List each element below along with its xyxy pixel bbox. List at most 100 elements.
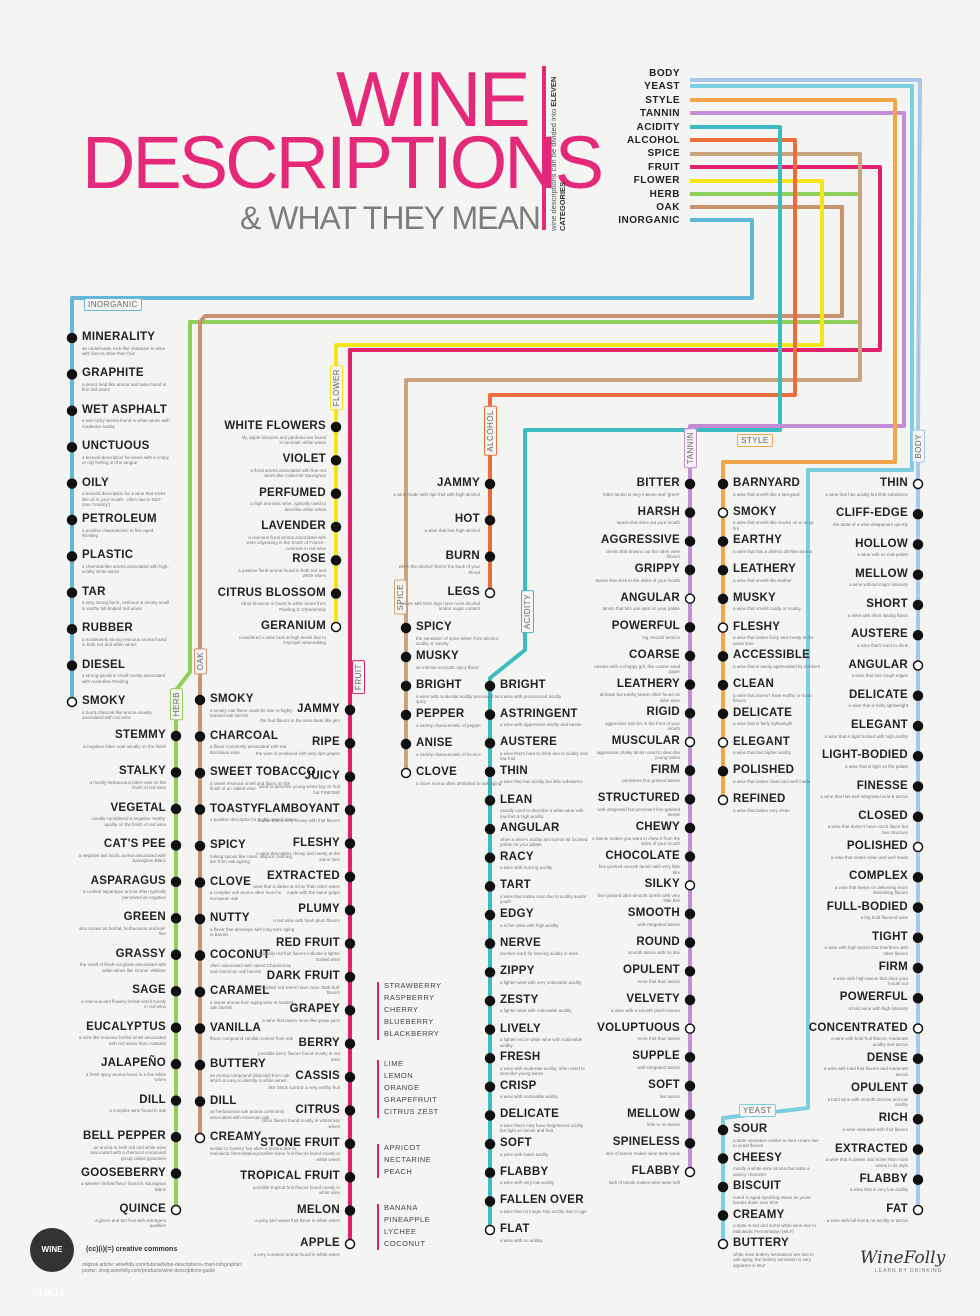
tannin-station[interactable]: POWERFUL big smooth tannins (592, 621, 680, 640)
oak-station[interactable]: COCONUT often associated with oaked Chard… (210, 949, 298, 975)
spice-station-dot[interactable] (400, 622, 412, 634)
tannin-station[interactable]: VOLUPTUOUS more fruit than tannin (592, 1022, 680, 1042)
flower-station[interactable]: LAVENDER a resinous floral aroma associat… (238, 520, 326, 551)
inorganic-station[interactable]: RUBBER a moderately strong resinous aroma… (82, 622, 170, 648)
inorganic-station-dot[interactable] (66, 660, 78, 671)
body-station-dot[interactable] (912, 1023, 924, 1034)
fruit-station-dot[interactable] (344, 838, 356, 849)
acidity-station[interactable]: THIN a wine that has acidity but little s… (500, 765, 588, 785)
inorganic-station-dot[interactable] (66, 478, 78, 489)
style-station-dot[interactable] (717, 478, 729, 490)
acidity-station-dot[interactable] (484, 1081, 496, 1093)
oak-station-dot[interactable] (194, 986, 206, 998)
style-station[interactable]: LEATHERY a wine that smells like leather (733, 563, 821, 583)
acidity-station[interactable]: LIVELY a lighter red or white wine with n… (500, 1023, 588, 1049)
acidity-station-dot[interactable] (484, 795, 496, 806)
style-station-dot[interactable] (717, 593, 729, 605)
acidity-station-dot[interactable] (484, 1224, 496, 1236)
tannin-station[interactable]: ANGULAR tannin that hits one spot on your… (592, 592, 680, 612)
body-station-dot[interactable] (912, 1053, 924, 1064)
inorganic-station[interactable]: SMOKY a burnt charcoal-like aroma usually… (82, 695, 170, 721)
body-station[interactable]: FINESSE a wine that has well integrated a… (820, 780, 908, 800)
tannin-station[interactable]: VELVETY a wine with a smooth plush textur… (592, 993, 680, 1013)
style-station-dot[interactable] (717, 622, 729, 633)
acidity-station[interactable]: RACY a wine with bracing acidity (500, 851, 588, 871)
style-station-dot[interactable] (717, 679, 729, 691)
oak-station-dot[interactable] (194, 913, 206, 925)
body-station-dot[interactable] (912, 690, 924, 701)
tannin-station-dot[interactable] (684, 507, 696, 518)
spice-station-dot[interactable] (400, 767, 412, 779)
body-station-dot[interactable] (912, 841, 924, 853)
acidity-station[interactable]: EDGY a richer wine with high acidity (500, 908, 588, 928)
tannin-station-dot[interactable] (684, 937, 696, 948)
oak-station-dot[interactable] (194, 767, 206, 779)
body-station[interactable]: POLISHED a wine that tastes clean and wel… (820, 840, 908, 860)
fruit-station-dot[interactable] (344, 738, 356, 749)
acidity-station[interactable]: BRIGHT a wine with pronounced acidity (500, 679, 588, 699)
body-station-dot[interactable] (912, 1083, 924, 1095)
spice-station[interactable]: PEPPER a variety characteristic of pepper (416, 708, 504, 728)
tannin-station[interactable]: MUSCULAR aggressive chalky tannin used to… (592, 735, 680, 761)
inorganic-station-dot[interactable] (66, 405, 78, 417)
style-station[interactable]: SMOKY a wine that smells like smoke on a … (733, 506, 821, 532)
spice-station-dot[interactable] (400, 680, 412, 692)
herb-station[interactable]: EUCALYPTUS a mint-like resinous herbal sm… (78, 1021, 166, 1047)
herb-station[interactable]: SAGE a resinous and flowery herbal smell … (78, 984, 166, 1010)
body-station[interactable]: EXTRACTED a wine that is darker and riche… (820, 1143, 908, 1169)
herb-station-dot[interactable] (170, 913, 182, 924)
herb-station[interactable]: CAT'S PEE a negative tart acidic aroma as… (78, 839, 166, 864)
inorganic-station-dot[interactable] (66, 332, 78, 344)
style-station[interactable]: ACCESSIBLE a wine that is easily apprecia… (733, 650, 821, 669)
style-station-dot[interactable] (717, 564, 729, 576)
spice-station-dot[interactable] (400, 651, 412, 663)
flower-station[interactable]: CITRUS BLOSSOM citrus blossom is found in… (218, 587, 326, 613)
tannin-station[interactable]: RIGID aggressive tannins in the front of … (592, 707, 680, 732)
herb-station[interactable]: GREEN also known as herbal, herbaceous an… (78, 912, 166, 937)
fruit-station-dot[interactable] (344, 771, 356, 782)
spice-station[interactable]: MUSKY an intense aromatic spicy flavor (416, 650, 504, 670)
fruit-station[interactable]: APPLE a very common aroma found in white … (252, 1237, 340, 1257)
flower-station-dot[interactable] (330, 521, 342, 533)
style-station[interactable]: EARTHY a wine that has a distinct dirt-li… (733, 535, 821, 554)
alcohol-station[interactable]: HOT a wine that has high alcohol (392, 514, 480, 533)
tannin-station[interactable]: BITTER bitter tannin is very intense and … (592, 477, 680, 497)
herb-station-dot[interactable] (170, 1131, 182, 1143)
oak-station[interactable]: VANILLA flavor compound vanillan comes fr… (210, 1022, 298, 1042)
tannin-station-dot[interactable] (684, 679, 696, 690)
tannin-station[interactable]: MELLOW little to no tannin (592, 1108, 680, 1128)
inorganic-station[interactable]: MINERALITY an undefinable rock-like chara… (82, 331, 170, 357)
body-station-dot[interactable] (912, 902, 924, 913)
tannin-station-dot[interactable] (684, 822, 696, 834)
oak-station[interactable]: CHARCOAL a flavor commonly associated wit… (210, 730, 298, 756)
acidity-station-dot[interactable] (484, 709, 496, 720)
body-station-dot[interactable] (912, 630, 924, 641)
acidity-station[interactable]: TART a wine that tastes sour due to acidi… (500, 880, 588, 905)
body-station[interactable]: THIN a wine that has acidity but little s… (820, 477, 908, 497)
acidity-station-dot[interactable] (484, 881, 496, 892)
tannin-station-dot[interactable] (684, 1109, 696, 1120)
inorganic-station-dot[interactable] (66, 587, 78, 599)
acidity-station-dot[interactable] (484, 738, 496, 749)
tannin-station[interactable]: STRUCTURED well-integrated but persistent… (592, 793, 680, 818)
fruit-station-dot[interactable] (344, 1205, 356, 1216)
herb-station-dot[interactable] (170, 803, 182, 815)
acidity-station-dot[interactable] (484, 1138, 496, 1150)
flower-station-dot[interactable] (330, 621, 342, 633)
herb-station-dot[interactable] (170, 840, 182, 851)
tannin-station[interactable]: GRIPPY tannin that stick to the sides of … (592, 563, 680, 583)
herb-station[interactable]: QUINCE a green and tart fruit with astrin… (78, 1203, 166, 1229)
fruit-station[interactable]: PLUMY a red wine with fresh plum flavors (252, 904, 340, 923)
tannin-station[interactable]: COARSE tannins with a choppy grit, like c… (592, 649, 680, 675)
body-station[interactable]: MELLOW a wine without major intensity (820, 568, 908, 588)
oak-station[interactable]: TOASTY a positive descriptor for highly o… (210, 803, 298, 823)
acidity-station[interactable]: FLABBY a wine with very low acidity (500, 1166, 588, 1186)
body-station[interactable]: RICH a wine saturated with fruit flavors (820, 1113, 908, 1132)
yeast-station[interactable]: BUTTERY white most buttery sensations are… (733, 1237, 821, 1268)
tannin-station-dot[interactable] (684, 994, 696, 1006)
tannin-station-dot[interactable] (684, 478, 696, 490)
inorganic-station[interactable]: UNCTUOUS a textural description for wines… (82, 440, 170, 466)
herb-station[interactable]: BELL PEPPER an aroma in both red and whit… (78, 1130, 166, 1161)
alcohol-station-dot[interactable] (484, 551, 496, 562)
tannin-station-dot[interactable] (684, 880, 696, 891)
